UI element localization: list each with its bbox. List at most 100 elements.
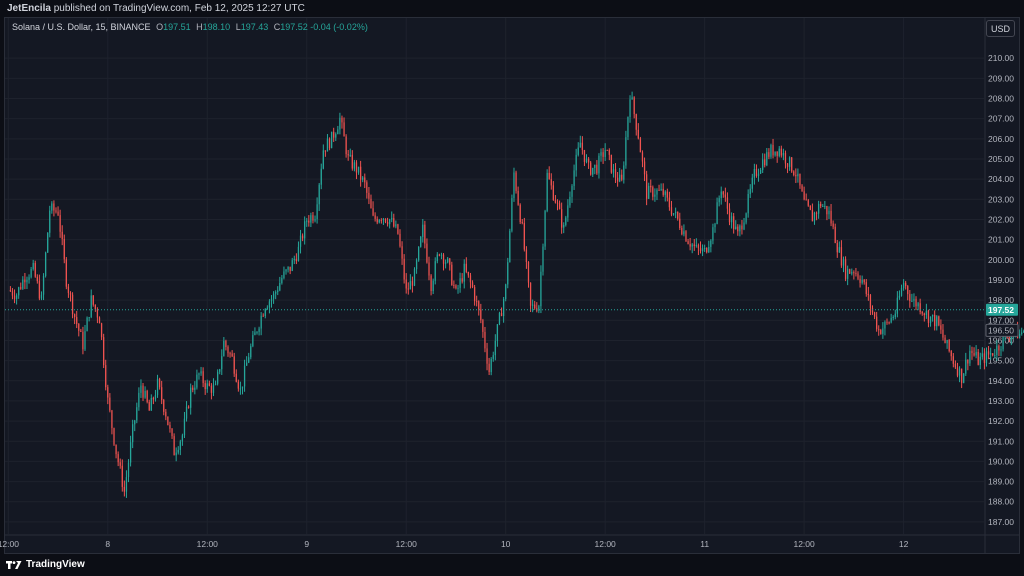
candle-body — [297, 246, 300, 262]
candle-body — [216, 371, 219, 384]
publisher-name[interactable]: JetEncila — [7, 3, 51, 14]
candle-body — [190, 387, 192, 408]
candle-body — [621, 174, 623, 180]
candle-body — [925, 310, 928, 316]
candle-body — [113, 428, 115, 445]
candle-body — [625, 137, 627, 166]
candle-body — [969, 350, 971, 364]
candle-body — [237, 381, 239, 389]
candle-body — [867, 293, 870, 296]
candle-body — [917, 303, 919, 307]
candle-body — [105, 365, 107, 388]
candle-body — [61, 231, 63, 240]
candle-body — [623, 165, 625, 180]
candle-body — [780, 148, 782, 156]
candle-body — [196, 374, 198, 388]
candle-body — [324, 150, 327, 152]
candle-body — [181, 435, 184, 442]
candle-body — [156, 379, 159, 396]
candle-body — [703, 247, 706, 249]
candle-body — [488, 363, 490, 373]
candle-body — [59, 215, 61, 232]
candle-body — [9, 290, 12, 292]
candle-body — [905, 282, 907, 287]
candle-body — [797, 173, 799, 177]
candle-body — [480, 309, 482, 321]
candle-body — [258, 328, 260, 332]
candle-body — [152, 397, 155, 400]
candle-body — [225, 340, 227, 348]
high-label: H — [196, 22, 203, 32]
candle-body — [1000, 349, 1002, 351]
tradingview-logo[interactable]: TradingView — [6, 559, 85, 570]
candle-body — [983, 353, 986, 363]
candle-body — [793, 171, 795, 176]
candle-body — [63, 239, 65, 260]
candle-body — [461, 278, 463, 282]
candle-body — [832, 223, 834, 227]
candle-body — [685, 231, 687, 242]
symbol-name[interactable]: Solana / U.S. Dollar, 15, BINANCE — [12, 22, 151, 32]
candle-body — [260, 315, 262, 329]
candle-body — [366, 182, 368, 193]
candle-body — [281, 277, 283, 284]
candle-body — [631, 97, 633, 100]
chart-pane[interactable] — [4, 17, 1020, 554]
candle-body — [915, 298, 917, 307]
x-tick-label: 12:00 — [595, 539, 617, 549]
candle-body — [656, 189, 658, 195]
candle-body — [540, 271, 542, 307]
candle-body — [73, 314, 76, 318]
x-tick-label: 9 — [304, 539, 309, 549]
y-tick-label: 203.00 — [988, 194, 1014, 204]
candle-body — [322, 150, 324, 169]
candle-body — [272, 293, 275, 299]
candle-body — [11, 291, 14, 296]
candle-body — [500, 313, 503, 317]
candle-body — [326, 138, 329, 152]
candle-body — [444, 262, 447, 264]
candle-body — [755, 168, 758, 176]
candle-body — [958, 368, 961, 376]
candle-body — [167, 416, 169, 425]
candle-body — [931, 314, 934, 317]
candle-body — [936, 316, 938, 327]
candle-body — [950, 351, 952, 357]
candle-body — [944, 337, 946, 344]
x-tick-label: 12:00 — [197, 539, 219, 549]
candle-body — [869, 295, 872, 309]
currency-button[interactable]: USD — [986, 20, 1015, 37]
candle-body — [80, 330, 82, 332]
candle-body — [534, 304, 536, 309]
candle-body — [981, 353, 983, 357]
candle-body — [469, 275, 472, 283]
candle-body — [401, 246, 403, 259]
candle-body — [865, 282, 867, 294]
candle-body — [163, 400, 165, 412]
candle-body — [971, 350, 973, 354]
candle-body — [430, 275, 432, 291]
candle-body — [726, 197, 729, 209]
y-tick-label: 195.00 — [988, 356, 1014, 366]
candle-body — [923, 313, 925, 316]
candle-body — [115, 444, 117, 455]
y-tick-label: 191.00 — [988, 436, 1014, 446]
candle-body — [739, 225, 741, 232]
candle-body — [187, 406, 190, 408]
candle-body — [695, 245, 697, 247]
candle-body — [633, 97, 635, 115]
candle-body — [803, 191, 805, 200]
candle-body — [67, 286, 70, 294]
candle-body — [1019, 333, 1021, 339]
x-tick-label: 8 — [105, 539, 110, 549]
candle-body — [100, 323, 103, 338]
candle-body — [579, 142, 581, 148]
candle-body — [691, 244, 693, 247]
candle-body — [525, 249, 528, 262]
candle-body — [550, 179, 552, 186]
candle-body — [357, 166, 360, 173]
candle-body — [913, 298, 915, 301]
candle-body — [963, 373, 965, 383]
candle-body — [820, 203, 822, 207]
